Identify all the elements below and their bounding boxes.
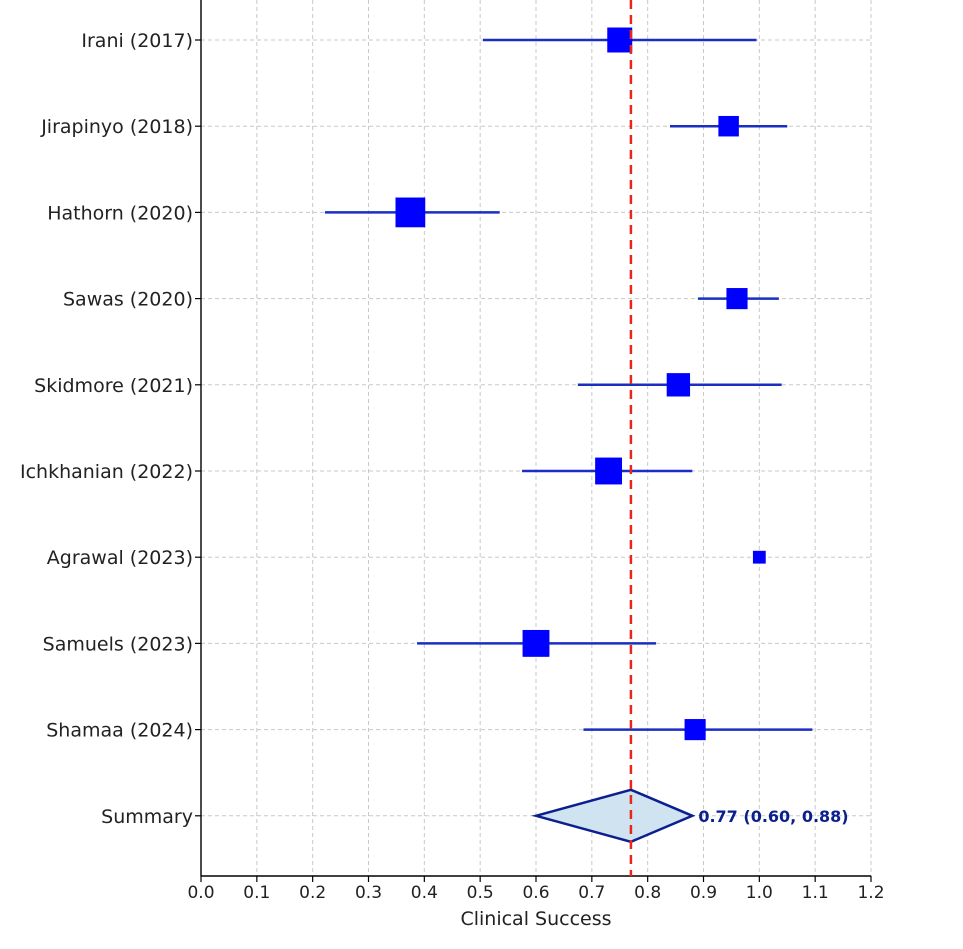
x-axis-label: Clinical Success [460, 908, 611, 930]
x-tick-label: 0.2 [299, 883, 326, 903]
y-tick-label: Shamaa (2024) [46, 720, 193, 742]
x-tick-label: 0.4 [411, 883, 438, 903]
summary-diamond [531, 788, 696, 844]
x-tick-label: 1.0 [746, 883, 773, 903]
study-marker [718, 115, 739, 137]
x-tick-label: 0.0 [187, 883, 214, 903]
y-tick-label: Samuels (2023) [43, 633, 193, 655]
y-tick-label: Jirapinyo (2018) [40, 116, 193, 138]
study-marker [684, 719, 706, 741]
x-tick-label: 0.7 [578, 883, 605, 903]
y-tick-label: Irani (2017) [81, 30, 193, 52]
study-marker [522, 629, 550, 657]
summary-label: 0.77 (0.60, 0.88) [698, 807, 848, 826]
x-tick-label: 0.3 [355, 883, 382, 903]
summary: 0.77 (0.60, 0.88) [531, 788, 849, 844]
x-tick-label: 0.1 [243, 883, 270, 903]
study-marker [752, 550, 766, 564]
y-tick-label: Summary [101, 806, 193, 828]
study-marker [595, 457, 623, 485]
study-marker [726, 288, 748, 310]
y-tick-label: Sawas (2020) [63, 289, 193, 311]
axes: 0.0 0.1 0.2 0.3 0.4 0.5 0.6 0.7 0.8 0.9 1.0 1.1 1.2 I… [20, 0, 885, 903]
y-tick-label: Agrawal (2023) [47, 547, 193, 569]
x-tick-label: 1.2 [857, 883, 884, 903]
x-tick-label: 0.5 [467, 883, 494, 903]
study-marker [607, 27, 633, 53]
y-tick-label: Ichkhanian (2022) [20, 461, 193, 483]
y-tick-label: Skidmore (2021) [34, 375, 193, 397]
x-tick-label: 0.9 [690, 883, 717, 903]
x-tick-label: 1.1 [802, 883, 829, 903]
x-tick-label: 0.8 [634, 883, 661, 903]
study-series [324, 27, 813, 741]
study-marker [395, 197, 426, 228]
study-marker [666, 373, 691, 397]
x-tick-label: 0.6 [522, 883, 549, 903]
y-tick-label: Hathorn (2020) [47, 202, 193, 224]
grid [201, 0, 872, 876]
